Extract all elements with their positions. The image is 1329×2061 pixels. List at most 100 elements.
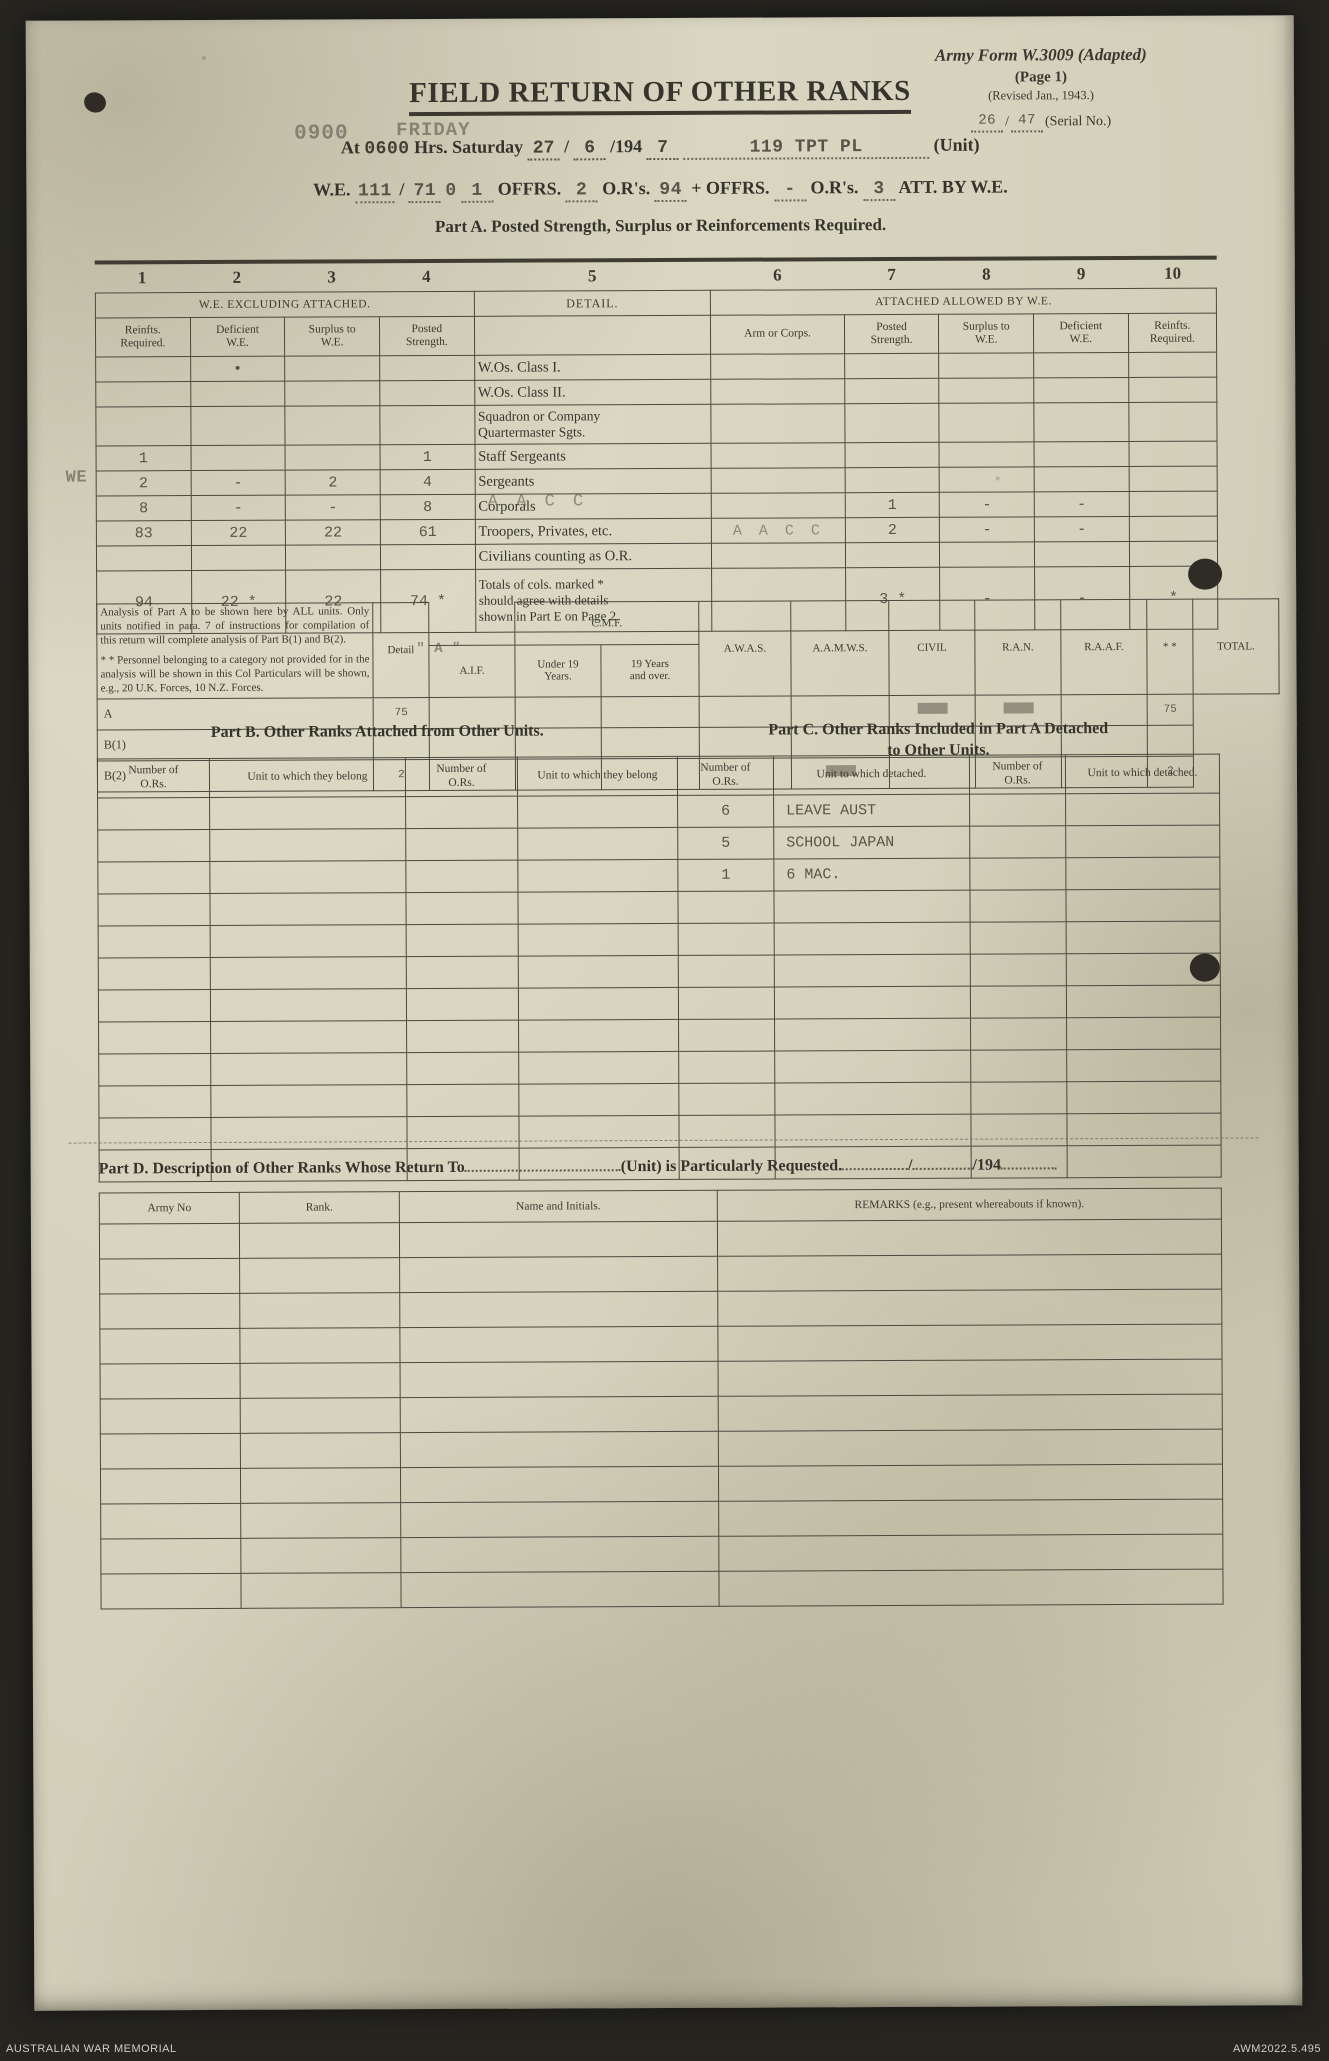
part-b-cell-num-1[interactable] xyxy=(97,829,210,862)
part-c-cell-unit-1[interactable] xyxy=(774,1082,971,1116)
part-a-cell-col10[interactable] xyxy=(1128,466,1218,492)
part-d-cell-remarks[interactable] xyxy=(718,1499,1223,1537)
part-d-cell-rank[interactable] xyxy=(240,1362,401,1399)
time-field[interactable]: 0600 xyxy=(364,139,410,160)
part-a-cell-col9[interactable] xyxy=(1034,466,1129,492)
part-b-cell-num-2[interactable] xyxy=(406,956,519,989)
part-d-cell-rank[interactable] xyxy=(239,1257,400,1294)
part-a-cell-col4[interactable] xyxy=(379,355,475,381)
part-d-cell-army-no[interactable] xyxy=(100,1503,241,1539)
part-a-cell-col6[interactable] xyxy=(711,403,845,444)
part-c-cell-num-1[interactable]: 5 xyxy=(677,827,774,860)
serial-number-part1[interactable]: 26 xyxy=(971,111,1004,133)
part-b-cell-unit-1[interactable] xyxy=(210,988,407,1022)
part-a-cell-col2[interactable] xyxy=(190,445,286,471)
part-d-cell-army-no[interactable] xyxy=(100,1363,241,1399)
part-c-cell-num-1[interactable]: 6 xyxy=(677,795,774,828)
offrs-value-2[interactable]: - xyxy=(773,179,807,202)
part-a-cell-col1[interactable]: 83 xyxy=(96,520,192,546)
part-d-cell-rank[interactable] xyxy=(240,1537,401,1574)
part-b-cell-unit-1[interactable] xyxy=(210,956,407,990)
part-c-cell-unit-1[interactable] xyxy=(774,1018,971,1052)
part-a-cell-col3[interactable] xyxy=(285,380,380,407)
part-a-cell-col9[interactable] xyxy=(1033,402,1129,442)
part-c-cell-unit-2[interactable] xyxy=(1066,985,1221,1018)
part-c-cell-num-1[interactable] xyxy=(678,1019,775,1052)
part-c-cell-unit-2[interactable] xyxy=(1066,1113,1222,1146)
part-d-cell-army-no[interactable] xyxy=(99,1258,240,1294)
part-a-cell-col10[interactable] xyxy=(1128,402,1218,442)
part-d-cell-name[interactable] xyxy=(400,1536,719,1573)
part-a-cell-col1[interactable] xyxy=(95,381,191,407)
part-c-cell-unit-1[interactable]: LEAVE AUST xyxy=(773,794,970,828)
part-c-cell-unit-1[interactable]: SCHOOL JAPAN xyxy=(773,826,970,860)
part-b-cell-num-1[interactable] xyxy=(98,957,211,990)
date-year-field[interactable]: 7 xyxy=(646,137,679,161)
part-a-cell-col6[interactable] xyxy=(711,492,846,519)
part-b-cell-num-2[interactable] xyxy=(406,1116,520,1149)
part-b-cell-num-2[interactable] xyxy=(406,1052,519,1085)
part-a-cell-col4[interactable]: 61 xyxy=(380,519,476,545)
part-a-cell-col3[interactable]: - xyxy=(285,494,381,521)
part-b-cell-unit-1[interactable] xyxy=(209,828,406,862)
part-d-date-month-field[interactable] xyxy=(912,1167,973,1170)
part-a-cell-col2[interactable]: 22 xyxy=(191,520,286,546)
part-d-cell-name[interactable] xyxy=(399,1326,719,1363)
part-a-cell-col2[interactable] xyxy=(191,545,286,571)
part-d-cell-rank[interactable] xyxy=(240,1397,401,1434)
part-a-cell-col3[interactable] xyxy=(285,444,381,471)
part-b-cell-unit-2[interactable] xyxy=(518,1083,679,1117)
part-d-date-year-field[interactable] xyxy=(1000,1167,1057,1170)
part-a-cell-col1[interactable]: 2 xyxy=(96,470,191,496)
part-a-cell-col10[interactable] xyxy=(1128,516,1218,542)
part-c-cell-unit-1[interactable] xyxy=(774,1050,971,1084)
part-b-cell-num-2[interactable] xyxy=(405,892,519,925)
part-d-cell-remarks[interactable] xyxy=(718,1534,1223,1572)
part-b-cell-unit-1[interactable] xyxy=(209,796,406,830)
part-c-cell-num-2[interactable] xyxy=(970,1017,1067,1051)
part-d-cell-remarks[interactable] xyxy=(718,1359,1223,1397)
part-b-cell-unit-2[interactable] xyxy=(518,1051,679,1085)
part-c-cell-num-1[interactable] xyxy=(678,923,775,956)
part-c-cell-num-2[interactable] xyxy=(970,921,1067,955)
part-a-cell-col9[interactable]: - xyxy=(1034,491,1129,517)
part-b-cell-unit-1[interactable] xyxy=(210,1116,408,1150)
part-b-cell-num-1[interactable] xyxy=(97,893,211,926)
part-a-cell-col2[interactable]: - xyxy=(190,470,286,496)
part-d-cell-rank[interactable] xyxy=(240,1502,401,1539)
part-c-cell-num-2[interactable] xyxy=(969,793,1066,827)
part-c-cell-num-1[interactable] xyxy=(678,955,775,988)
part-c-cell-unit-1[interactable] xyxy=(774,954,971,988)
part-d-cell-name[interactable] xyxy=(400,1501,719,1538)
part-a-cell-col3[interactable] xyxy=(284,355,380,382)
part-b-cell-unit-2[interactable] xyxy=(517,827,678,861)
part-a-cell-col6[interactable] xyxy=(711,542,846,569)
part-b-cell-unit-1[interactable] xyxy=(210,1052,407,1086)
part-a-cell-col8[interactable] xyxy=(939,541,1035,568)
part-d-cell-name[interactable] xyxy=(400,1431,719,1468)
unit-field[interactable]: 119 TPT PL xyxy=(683,136,930,160)
part-b-cell-unit-2[interactable] xyxy=(518,1115,680,1149)
part-d-cell-remarks[interactable] xyxy=(717,1289,1222,1327)
part-d-unit-field[interactable] xyxy=(464,1169,621,1172)
part-c-cell-num-2[interactable] xyxy=(970,985,1067,1019)
part-c-cell-unit-1[interactable] xyxy=(774,1114,972,1148)
part-b-cell-unit-1[interactable] xyxy=(209,892,407,926)
part-a-cell-col7[interactable]: 1 xyxy=(844,492,940,518)
part-c-cell-num-1[interactable] xyxy=(678,1115,776,1148)
part-d-cell-rank[interactable] xyxy=(239,1222,400,1259)
part-c-cell-unit-2[interactable] xyxy=(1065,825,1220,858)
date-day-field[interactable]: 27 xyxy=(527,138,560,161)
part-d-cell-name[interactable] xyxy=(400,1361,719,1398)
part-c-cell-num-1[interactable]: 1 xyxy=(677,859,774,892)
part-d-cell-rank[interactable] xyxy=(240,1572,402,1609)
part-d-cell-name[interactable] xyxy=(400,1466,719,1503)
part-a-cell-col7[interactable] xyxy=(844,353,940,379)
serial-number-part2[interactable]: 47 xyxy=(1010,111,1044,133)
part-a-cell-col9[interactable]: - xyxy=(1034,516,1130,542)
part-b-cell-unit-2[interactable] xyxy=(517,891,679,925)
part-a-cell-col9[interactable] xyxy=(1034,541,1130,567)
part-a-cell-col7[interactable] xyxy=(844,442,940,468)
part-d-cell-name[interactable] xyxy=(400,1396,719,1433)
part-d-cell-remarks[interactable] xyxy=(718,1429,1223,1467)
